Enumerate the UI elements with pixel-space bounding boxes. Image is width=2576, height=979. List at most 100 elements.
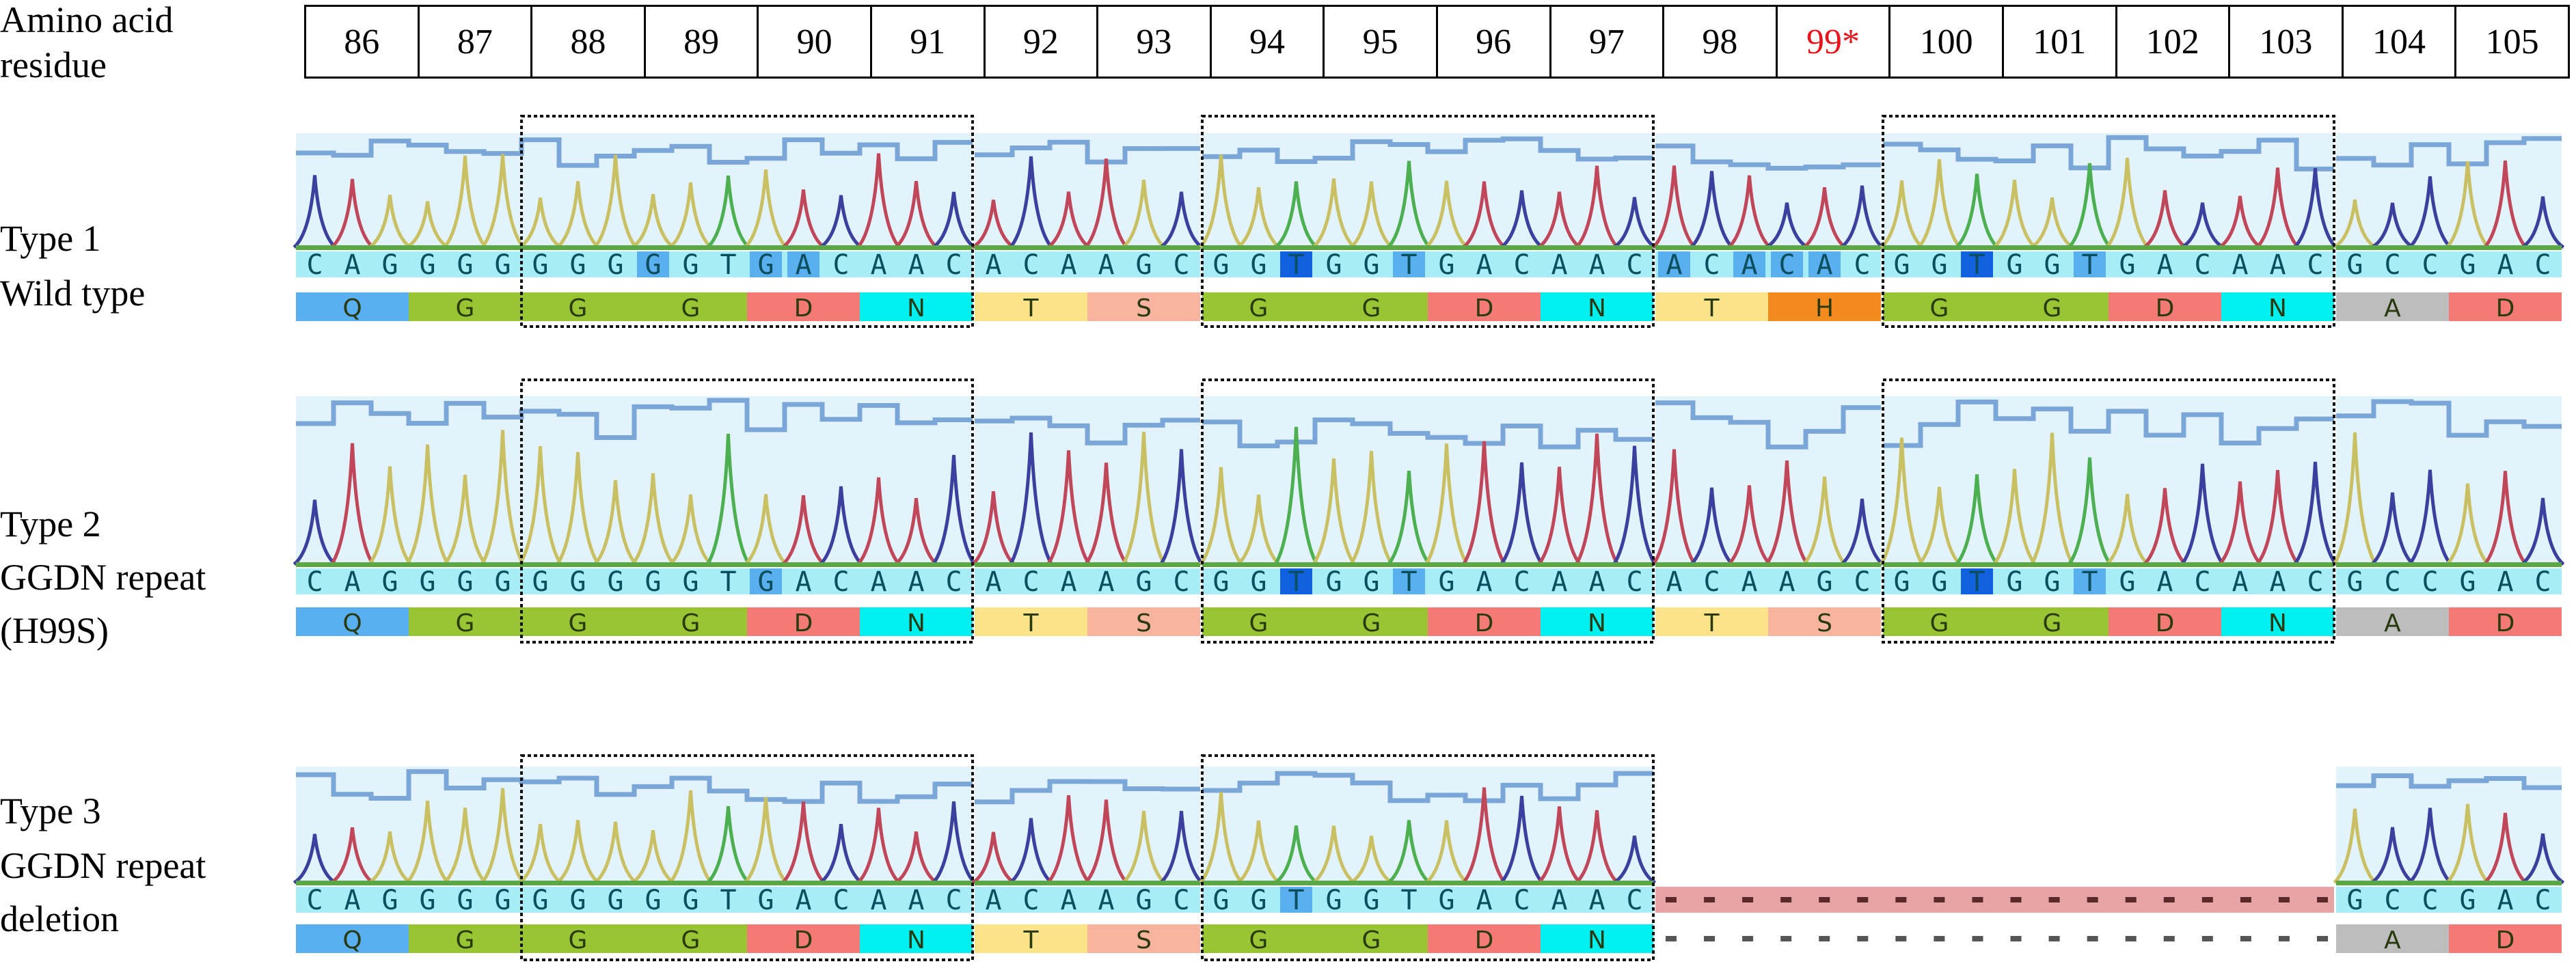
- amino-acid-block: [634, 924, 747, 953]
- nucleotide-strip: [1883, 251, 2334, 277]
- peak-G: [1880, 437, 1924, 566]
- nucleotide-letter: G: [682, 566, 699, 598]
- peak-G: [1349, 451, 1394, 566]
- amino-acid-letter: G: [456, 294, 475, 322]
- ggdn-repeat-box: [1201, 115, 1655, 328]
- deletion-dash: [2125, 897, 2137, 902]
- peak-G: [368, 831, 412, 885]
- nucleotide-highlight: [1280, 251, 1312, 277]
- amino-acid-letter: D: [794, 609, 813, 637]
- peak-G: [368, 195, 412, 249]
- baseline: [975, 245, 1200, 250]
- amino-acid-block: [521, 924, 634, 953]
- nucleotide-letter: G: [645, 566, 661, 598]
- peak-G: [2445, 483, 2490, 566]
- peak-A: [1575, 165, 1619, 249]
- amino-acid-block: [1883, 292, 1996, 321]
- quality-line: [1202, 136, 1653, 164]
- amino-acid-letter: N: [907, 926, 925, 954]
- ggdn-repeat-box: [520, 115, 974, 328]
- nucleotide-letter: C: [1173, 249, 1189, 281]
- amino-acid-letter: N: [2268, 294, 2287, 322]
- nucleotide-letter: T: [1968, 249, 1985, 281]
- amino-acid-letter: N: [907, 294, 925, 322]
- deletion-aa-dash: [1780, 936, 1792, 941]
- residue-cell: 91: [869, 7, 984, 77]
- amino-acid-letter: T: [1023, 294, 1040, 322]
- peak-G: [480, 788, 525, 884]
- nucleotide-letter: G: [1325, 566, 1342, 598]
- amino-acid-letter: S: [1136, 294, 1152, 322]
- residue-cell: 102: [2115, 7, 2229, 77]
- nucleotide-letter: C: [1854, 249, 1870, 281]
- nucleotide-letter: C: [832, 566, 849, 598]
- nucleotide-letter: A: [1098, 249, 1114, 281]
- nucleotide-letter: G: [457, 566, 473, 598]
- nucleotide-letter: G: [1931, 566, 1947, 598]
- deletion-dash: [2163, 897, 2175, 902]
- ggdn-repeat-box: [520, 754, 974, 961]
- amino-acid-block: [2109, 292, 2221, 321]
- peak-C: [2293, 167, 2337, 249]
- nucleotide-letter: G: [1135, 885, 1152, 916]
- nucleotide-letter: G: [1250, 249, 1266, 281]
- amino-acid-block: [860, 607, 973, 636]
- nucleotide-letter: C: [1778, 249, 1795, 281]
- deletion-dash: [1972, 897, 1983, 902]
- type2-sublabel: GGDN repeat: [0, 557, 206, 598]
- amino-acid-letter: G: [1249, 609, 1269, 637]
- nucleotide-letter: G: [757, 249, 774, 281]
- nucleotide-letter: G: [419, 885, 435, 916]
- peak-A: [894, 180, 938, 249]
- nucleotide-letter: G: [607, 885, 623, 916]
- nucleotide-letter: C: [1626, 249, 1642, 281]
- nucleotide-highlight: [1961, 568, 1993, 594]
- deletion-aa-dash: [2048, 936, 2060, 941]
- nucleotide-letter: C: [2422, 566, 2438, 598]
- trace-background: [975, 767, 1200, 883]
- peak-A: [1046, 191, 1091, 249]
- peak-T: [1387, 161, 1431, 249]
- peak-G: [443, 474, 487, 566]
- peak-C: [2408, 469, 2452, 566]
- quality-line: [2336, 399, 2562, 438]
- nucleotide-letter: T: [720, 885, 736, 916]
- peak-C: [1612, 445, 1657, 566]
- residue-cell: 88: [530, 7, 644, 77]
- peak-C: [1159, 449, 1204, 566]
- nucleotide-letter: C: [1703, 249, 1720, 281]
- peak-C: [1500, 795, 1544, 884]
- deletion-aa-dash: [2163, 936, 2175, 941]
- amino-acid-letter: Q: [342, 609, 362, 637]
- nucleotide-letter: G: [569, 249, 586, 281]
- amino-acid-block: [1768, 292, 1881, 321]
- nucleotide-letter: G: [1212, 249, 1229, 281]
- nucleotide-letter: G: [532, 885, 548, 916]
- nucleotide-strip: [1202, 568, 1653, 594]
- peak-C: [1690, 171, 1734, 249]
- peak-A: [1765, 460, 1809, 566]
- baseline: [2336, 562, 2562, 567]
- residue-cell: 93: [1096, 7, 1210, 77]
- nucleotide-letter: C: [2307, 249, 2323, 281]
- nucleotide-letter: G: [1325, 249, 1342, 281]
- amino-acid-letter: A: [2384, 609, 2401, 637]
- quality-line: [296, 137, 973, 168]
- nucleotide-letter: G: [2119, 566, 2135, 598]
- nucleotide-letter: G: [1893, 249, 1910, 281]
- deletion-aa-dash: [2010, 936, 2022, 941]
- peak-C: [1500, 462, 1544, 566]
- nucleotide-letter: T: [720, 566, 736, 598]
- peak-G: [668, 790, 713, 884]
- nucleotide-letter: C: [2384, 566, 2400, 598]
- peak-G: [405, 201, 450, 249]
- nucleotide-strip: [1883, 568, 2334, 594]
- amino-acid-letter: T: [1704, 609, 1720, 637]
- residue-cell: 105: [2454, 7, 2568, 77]
- amino-acid-letter: G: [1362, 294, 1381, 322]
- amino-acid-block: [1883, 607, 1996, 636]
- nucleotide-letter: G: [2346, 566, 2363, 598]
- nucleotide-letter: G: [1438, 249, 1454, 281]
- nucleotide-letter: G: [494, 566, 511, 598]
- peak-G: [1122, 432, 1166, 566]
